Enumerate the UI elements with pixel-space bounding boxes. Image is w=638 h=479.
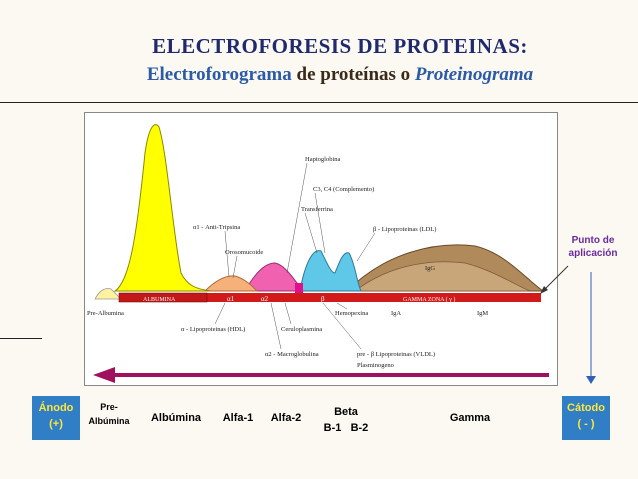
label-hemopexina: Hemopexina — [335, 310, 368, 317]
label-b-ldl: β - Lipoproteinas (LDL) — [373, 226, 436, 233]
label-a1-antitripsina: α1 - Anti-Tripsina — [193, 224, 240, 231]
label-a2-macro: α2 - Macroglobulina — [265, 351, 319, 358]
axis-b2: B-2 — [350, 422, 369, 434]
leader-haptoglobina — [286, 162, 308, 274]
page-subtitle: Electroforograma de proteínas o Proteino… — [60, 64, 620, 86]
catodo-arrow-head — [586, 376, 596, 384]
igg-curve — [353, 261, 531, 292]
subtitle-part-3: Proteinograma — [414, 64, 534, 85]
label-pre-albumina: Pre-Albumina — [87, 310, 124, 317]
label-plasminogeno: Plasminogeno — [357, 362, 394, 369]
label-c3c4: C3, C4 (Complemento) — [313, 186, 374, 193]
alpha2-curve — [244, 262, 305, 292]
axis-beta-label: Beta — [334, 406, 358, 418]
catodo-label: Cátodo — [567, 402, 605, 414]
label-iga: IgA — [391, 310, 401, 317]
band-a1-label: α1 — [227, 295, 235, 303]
band-albumina-label: ALBUMINA — [143, 297, 176, 303]
axis-beta-subs: B-1 B-2 — [316, 420, 376, 436]
band-albumin-segment — [118, 292, 208, 303]
label-transferrina: Transferrina — [301, 206, 333, 213]
label-orosomucoide: Orosomucoide — [225, 249, 263, 256]
electrophoresis-diagram: ALBUMINA α1 α2 β GAMMA ZONA ( γ ) Haptog… — [84, 112, 558, 386]
migration-arrow-head — [93, 367, 115, 383]
left-divider — [0, 338, 42, 339]
axis-pre-albumina-1: Pre- — [100, 402, 118, 412]
separation-band — [119, 293, 541, 302]
band-b-label: β — [321, 295, 325, 303]
axis-b1: B-1 — [323, 422, 342, 434]
axis-beta: Beta B-1 B-2 — [316, 404, 376, 436]
band-alpha2-marker — [295, 283, 303, 293]
header-divider — [0, 102, 638, 103]
label-a-hdl: α - Lipoproteinas (HDL) — [181, 326, 245, 333]
leader-a2-macro — [270, 302, 282, 350]
leader-c3c4 — [314, 192, 326, 254]
label-igg: IgG — [425, 265, 435, 272]
label-pre-b-vldl: pre - β Lipoproteinas (VLDL) — [357, 351, 435, 358]
band-gamma-label: GAMMA ZONA ( γ ) — [403, 296, 455, 303]
subtitle-part-2: de proteínas o — [296, 64, 411, 85]
axis-pre-albumina-2: Albúmina — [88, 416, 130, 426]
leader-b-ldl — [356, 232, 376, 262]
subtitle-part-1: Electroforograma — [146, 64, 292, 85]
leader-hemopexina — [336, 302, 348, 310]
axis-gamma: Gamma — [449, 412, 491, 424]
leader-pre-b-vldl — [322, 302, 362, 350]
alpha1-curve — [203, 275, 259, 292]
albumin-curve — [113, 124, 212, 292]
anodo-label: Ánodo — [38, 402, 74, 414]
leader-orosomucoide — [232, 255, 238, 279]
catodo-sign: ( - ) — [577, 418, 595, 430]
leader-a1-antitripsina — [224, 230, 230, 278]
label-igm: IgM — [477, 310, 488, 317]
label-haptoglobina: Haptoglobina — [305, 156, 340, 163]
axis-alfa1: Alfa-1 — [222, 412, 254, 424]
punto-line-1: Punto de — [571, 235, 615, 246]
axis-alfa2: Alfa-2 — [270, 412, 302, 424]
page-title: ELECTROFORESIS DE PROTEINAS: — [152, 34, 528, 58]
electrophoresis-svg: ALBUMINA α1 α2 β GAMMA ZONA ( γ ) Haptog… — [87, 124, 549, 383]
anodo-box: Ánodo (+) — [32, 396, 80, 440]
leader-transferrina — [304, 212, 318, 254]
axis-pre-albumina: Pre- Albúmina — [86, 400, 132, 428]
axis-albumina: Albúmina — [150, 412, 202, 424]
band-a2-label: α2 — [261, 295, 269, 303]
beta-curve — [299, 250, 362, 292]
punto-line-2: aplicación — [568, 248, 618, 259]
catodo-box: Cátodo ( - ) — [562, 396, 610, 440]
leader-ceruloplasmina — [284, 302, 292, 325]
anodo-sign: (+) — [49, 418, 63, 430]
punto-aplicacion-label: Punto de aplicación — [560, 234, 626, 260]
label-ceruloplasmina: Ceruloplasmina — [281, 326, 322, 333]
leader-a-hdl — [214, 302, 226, 325]
